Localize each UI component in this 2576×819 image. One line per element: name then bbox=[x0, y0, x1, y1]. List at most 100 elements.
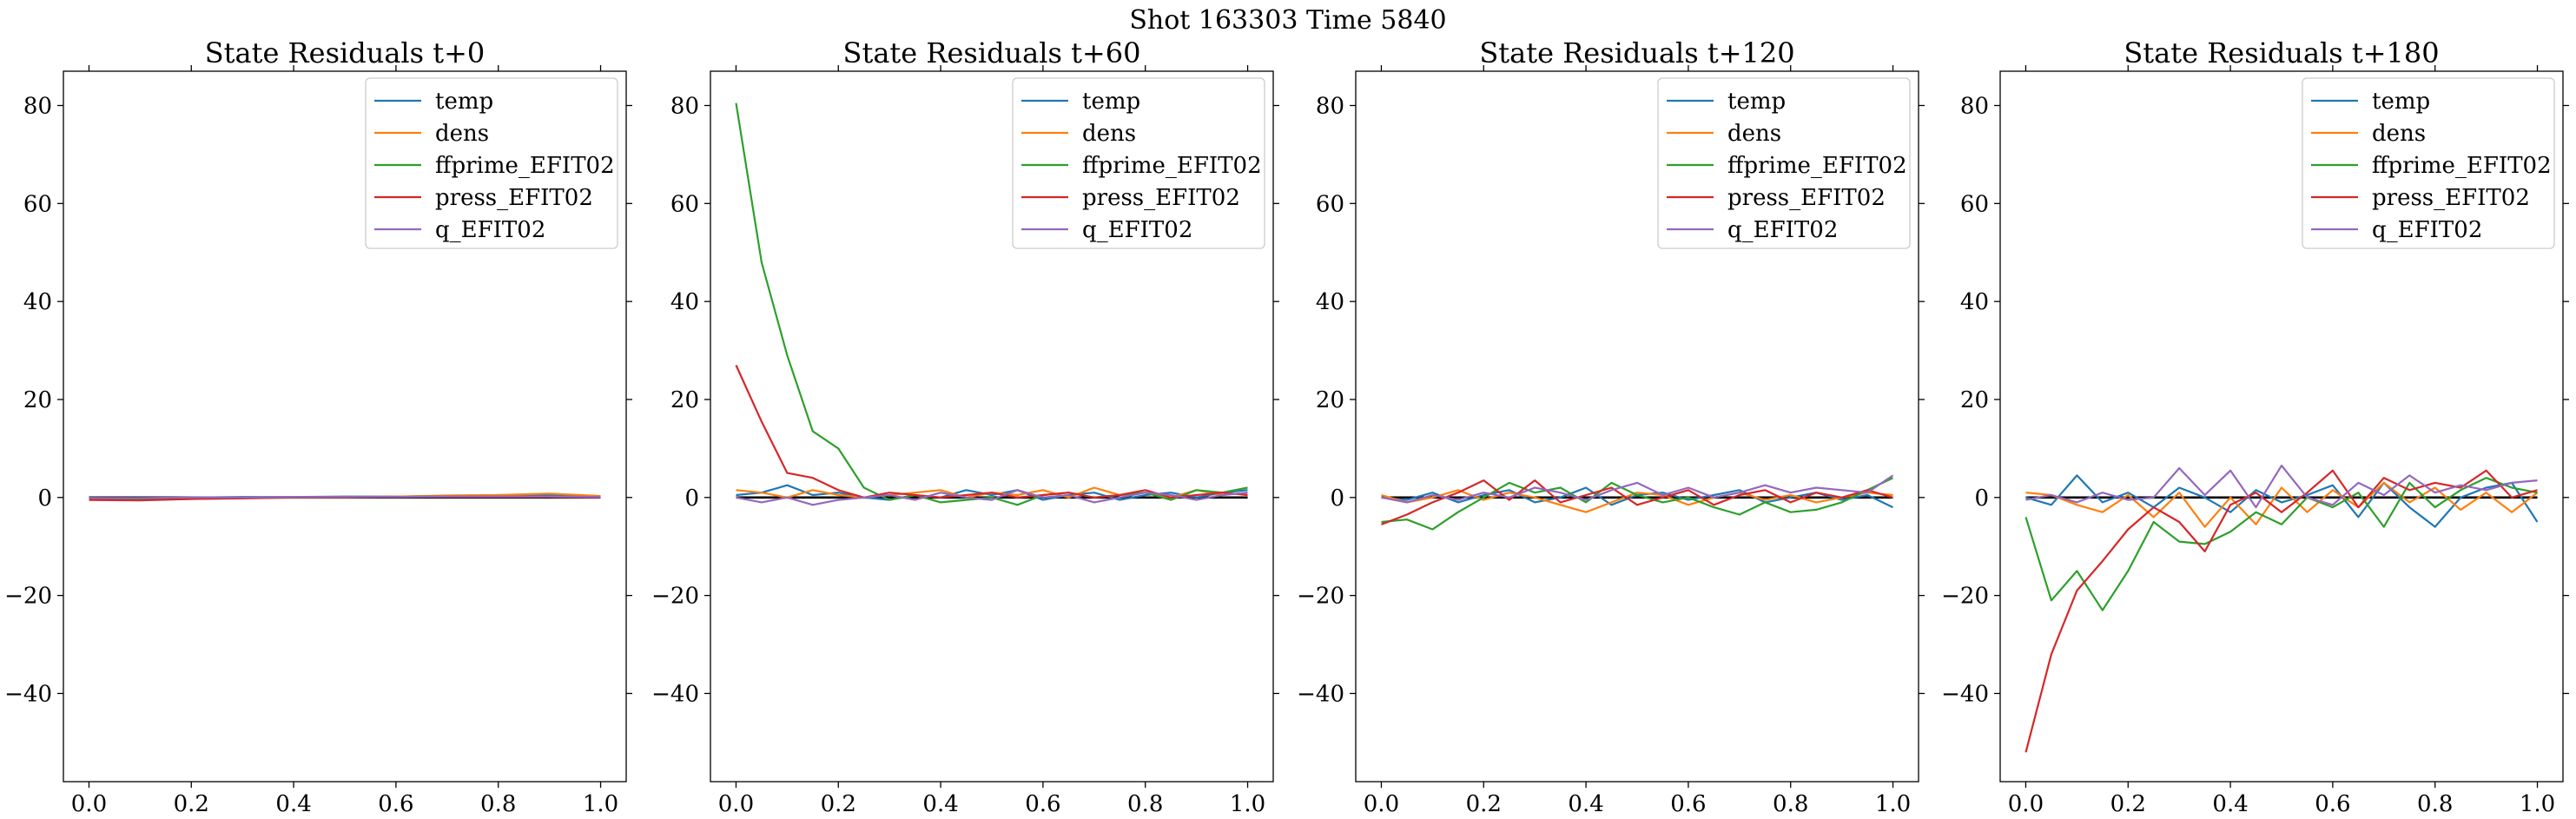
y-tick-label: 0 bbox=[1330, 485, 1344, 512]
x-tick-label: 0.2 bbox=[2110, 791, 2146, 817]
legend-label: ffprime_EFIT02 bbox=[2372, 153, 2552, 179]
legend: temp dens ffprime_EFIT02 press_EFIT02 q_EFIT… bbox=[1012, 77, 1265, 249]
series-line-ffprime-efit02 bbox=[735, 102, 1248, 506]
y-tick-label: 60 bbox=[1316, 191, 1344, 217]
y-tick-label: −20 bbox=[4, 584, 52, 610]
y-tick-label: 40 bbox=[1960, 289, 1989, 315]
legend-label: dens bbox=[2372, 121, 2426, 147]
series-line-press-efit02 bbox=[1381, 479, 1893, 525]
x-tick-label: 0.6 bbox=[1670, 791, 1706, 817]
plot-frame bbox=[1999, 70, 2564, 783]
legend-label: ffprime_EFIT02 bbox=[435, 153, 615, 179]
y-tick-label: 80 bbox=[1960, 93, 1989, 119]
y-tick-label: −40 bbox=[1297, 681, 1344, 707]
legend-label: q_EFIT02 bbox=[2372, 217, 2482, 243]
series-line-ffprime-efit02 bbox=[1381, 477, 1893, 531]
legend-label: temp bbox=[435, 89, 493, 115]
x-tick-label: 0.4 bbox=[1568, 791, 1603, 817]
legend-label: dens bbox=[1082, 121, 1136, 147]
y-tick-label: 0 bbox=[684, 485, 699, 512]
x-tick-label: 0.0 bbox=[718, 791, 754, 817]
x-tick-label: 0.8 bbox=[2417, 791, 2453, 817]
x-tick-label: 0.0 bbox=[1364, 791, 1399, 817]
x-tick-label: 0.2 bbox=[1466, 791, 1502, 817]
y-tick-label: 60 bbox=[670, 191, 699, 217]
series-line-press-efit02 bbox=[2024, 469, 2538, 753]
y-tick-label: 60 bbox=[1960, 191, 1989, 217]
y-tick-label: 0 bbox=[1974, 485, 1989, 512]
y-tick-label: 40 bbox=[23, 289, 52, 315]
y-tick-label: −40 bbox=[651, 681, 699, 707]
legend-label: q_EFIT02 bbox=[435, 217, 545, 243]
legend-box bbox=[2302, 77, 2555, 249]
y-tick-label: 20 bbox=[670, 387, 699, 413]
series-line-q-efit02 bbox=[1381, 474, 1894, 504]
legend-box bbox=[1657, 77, 1911, 249]
series-line-q-efit02 bbox=[89, 495, 601, 499]
y-tick-label: 40 bbox=[1316, 289, 1344, 315]
legend-label: dens bbox=[1727, 121, 1781, 147]
subplot-3: State Residuals t+120 0.0 0.2 0.4 0.6 0.8 1.0 8… bbox=[1297, 36, 1925, 817]
legend: temp dens ffprime_EFIT02 press_EFIT02 q_EFIT… bbox=[1657, 77, 1911, 249]
y-tick-label: −40 bbox=[4, 681, 52, 707]
series-line-dens bbox=[1381, 489, 1893, 513]
legend-label: temp bbox=[1082, 89, 1140, 115]
legend-box bbox=[1012, 77, 1265, 249]
legend-label: press_EFIT02 bbox=[2372, 185, 2530, 211]
x-tick-label: 0.4 bbox=[922, 791, 958, 817]
subplot-2: State Residuals t+60 0.0 0.2 0.4 0.6 0.8 1.0 80… bbox=[651, 36, 1279, 817]
y-tick-label: 0 bbox=[37, 485, 52, 512]
legend: temp dens ffprime_EFIT02 press_EFIT02 q_EFIT… bbox=[365, 77, 618, 249]
subplot-title: State Residuals t+180 bbox=[2124, 36, 2439, 69]
y-tick-label: 20 bbox=[23, 387, 52, 413]
x-tick-label: 0.8 bbox=[1127, 791, 1163, 817]
legend: temp dens ffprime_EFIT02 press_EFIT02 q_EFIT… bbox=[2302, 77, 2555, 249]
x-tick-label: 0.6 bbox=[1025, 791, 1060, 817]
x-tick-label: 0.2 bbox=[174, 791, 209, 817]
series-line-q-efit02 bbox=[2025, 464, 2538, 509]
subplot-title: State Residuals t+120 bbox=[1479, 36, 1794, 69]
x-tick-label: 0.0 bbox=[2008, 791, 2044, 817]
x-tick-label: 0.0 bbox=[71, 791, 107, 817]
legend-label: press_EFIT02 bbox=[1727, 185, 1886, 211]
x-tick-label: 0.6 bbox=[378, 791, 413, 817]
legend-label: temp bbox=[2372, 89, 2430, 115]
subplot-1: State Residuals t+0 0.0 0.2 0.4 0.6 0.8 1.0 80 6… bbox=[4, 36, 632, 817]
y-tick-label: −20 bbox=[1297, 584, 1344, 610]
legend-label: ffprime_EFIT02 bbox=[1727, 153, 1907, 179]
y-tick-label: 40 bbox=[670, 289, 699, 315]
x-tick-label: 1.0 bbox=[583, 791, 618, 817]
y-tick-label: 60 bbox=[23, 191, 52, 217]
legend-label: dens bbox=[435, 121, 489, 147]
subplot-title: State Residuals t+60 bbox=[843, 36, 1141, 69]
legend-label: ffprime_EFIT02 bbox=[1082, 153, 1262, 179]
plot-frame bbox=[1355, 70, 1919, 783]
series-line-temp bbox=[2025, 474, 2539, 528]
x-tick-label: 0.2 bbox=[821, 791, 856, 817]
y-tick-label: 80 bbox=[23, 93, 52, 119]
legend-label: q_EFIT02 bbox=[1082, 217, 1192, 243]
y-tick-label: 20 bbox=[1960, 387, 1989, 413]
legend-box bbox=[365, 77, 618, 249]
y-tick-label: −40 bbox=[1941, 681, 1989, 707]
plot-frame bbox=[63, 70, 627, 783]
y-tick-label: 80 bbox=[670, 93, 699, 119]
legend-label: press_EFIT02 bbox=[435, 185, 593, 211]
series-line-dens bbox=[2025, 481, 2539, 528]
x-tick-label: 1.0 bbox=[1230, 791, 1265, 817]
subplot-4: State Residuals t+180 0.0 0.2 0.4 0.6 0.8 1.0 8… bbox=[1941, 36, 2569, 817]
y-tick-label: 80 bbox=[1316, 93, 1344, 119]
y-tick-label: 20 bbox=[1316, 387, 1344, 413]
subplot-title: State Residuals t+0 bbox=[205, 36, 485, 69]
x-tick-label: 1.0 bbox=[1875, 791, 1911, 817]
legend-label: q_EFIT02 bbox=[1727, 217, 1838, 243]
x-tick-label: 0.8 bbox=[480, 791, 516, 817]
x-tick-label: 0.4 bbox=[275, 791, 311, 817]
legend-label: press_EFIT02 bbox=[1082, 185, 1240, 211]
series-line-q-efit02 bbox=[736, 489, 1248, 506]
series-line-ffprime-efit02 bbox=[2024, 477, 2538, 611]
figure-suptitle: Shot 163303 Time 5840 bbox=[1129, 5, 1446, 36]
x-tick-label: 0.4 bbox=[2212, 791, 2248, 817]
y-tick-label: −20 bbox=[651, 584, 699, 610]
